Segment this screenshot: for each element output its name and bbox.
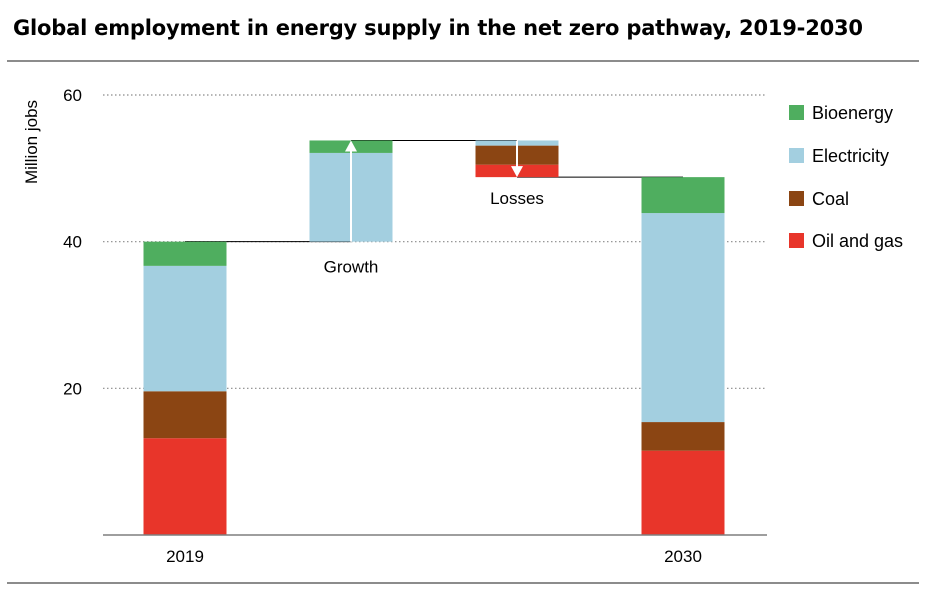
- y-tick-label: 60: [63, 86, 82, 105]
- growth-arrow-head: [345, 140, 357, 152]
- bar-segment-bioenergy: [143, 241, 227, 266]
- bar-segment-coal: [641, 422, 725, 451]
- legend-swatch: [789, 148, 804, 163]
- bar-segment-oil-and-gas: [143, 438, 227, 535]
- footer-rule: [7, 582, 919, 584]
- bar-segment-oil-and-gas: [641, 450, 725, 535]
- x-tick-label: 2030: [664, 547, 702, 566]
- legend-label: Coal: [812, 189, 849, 209]
- legend-label: Oil and gas: [812, 231, 903, 251]
- bar-segment-bioenergy: [641, 177, 725, 214]
- x-tick-label: 2019: [166, 547, 204, 566]
- legend-swatch: [789, 191, 804, 206]
- bar-segment-electricity: [641, 213, 725, 423]
- legend-label: Bioenergy: [812, 103, 893, 123]
- y-tick-labels: 20 40 60: [63, 86, 82, 398]
- y-tick-label: 40: [63, 233, 82, 252]
- losses-arrow-head: [511, 166, 523, 178]
- change-label: Losses: [490, 189, 544, 208]
- x-tick-labels: 2019 2030: [166, 547, 702, 566]
- legend: Bioenergy Electricity Coal Oil and gas: [789, 103, 903, 251]
- change-arrows: Growth Losses: [324, 140, 544, 277]
- legend-label: Electricity: [812, 146, 889, 166]
- chart-title: Global employment in energy supply in th…: [13, 16, 863, 40]
- change-label: Growth: [324, 258, 379, 277]
- legend-swatch: [789, 105, 804, 120]
- bar-segment-coal: [143, 391, 227, 439]
- connector-lines: [185, 139, 683, 243]
- legend-swatch: [789, 233, 804, 248]
- bars: [143, 140, 725, 535]
- y-axis-label: Million jobs: [22, 100, 41, 184]
- y-tick-label: 20: [63, 379, 82, 398]
- bar-segment-electricity: [143, 265, 227, 392]
- title-rule: [7, 60, 919, 62]
